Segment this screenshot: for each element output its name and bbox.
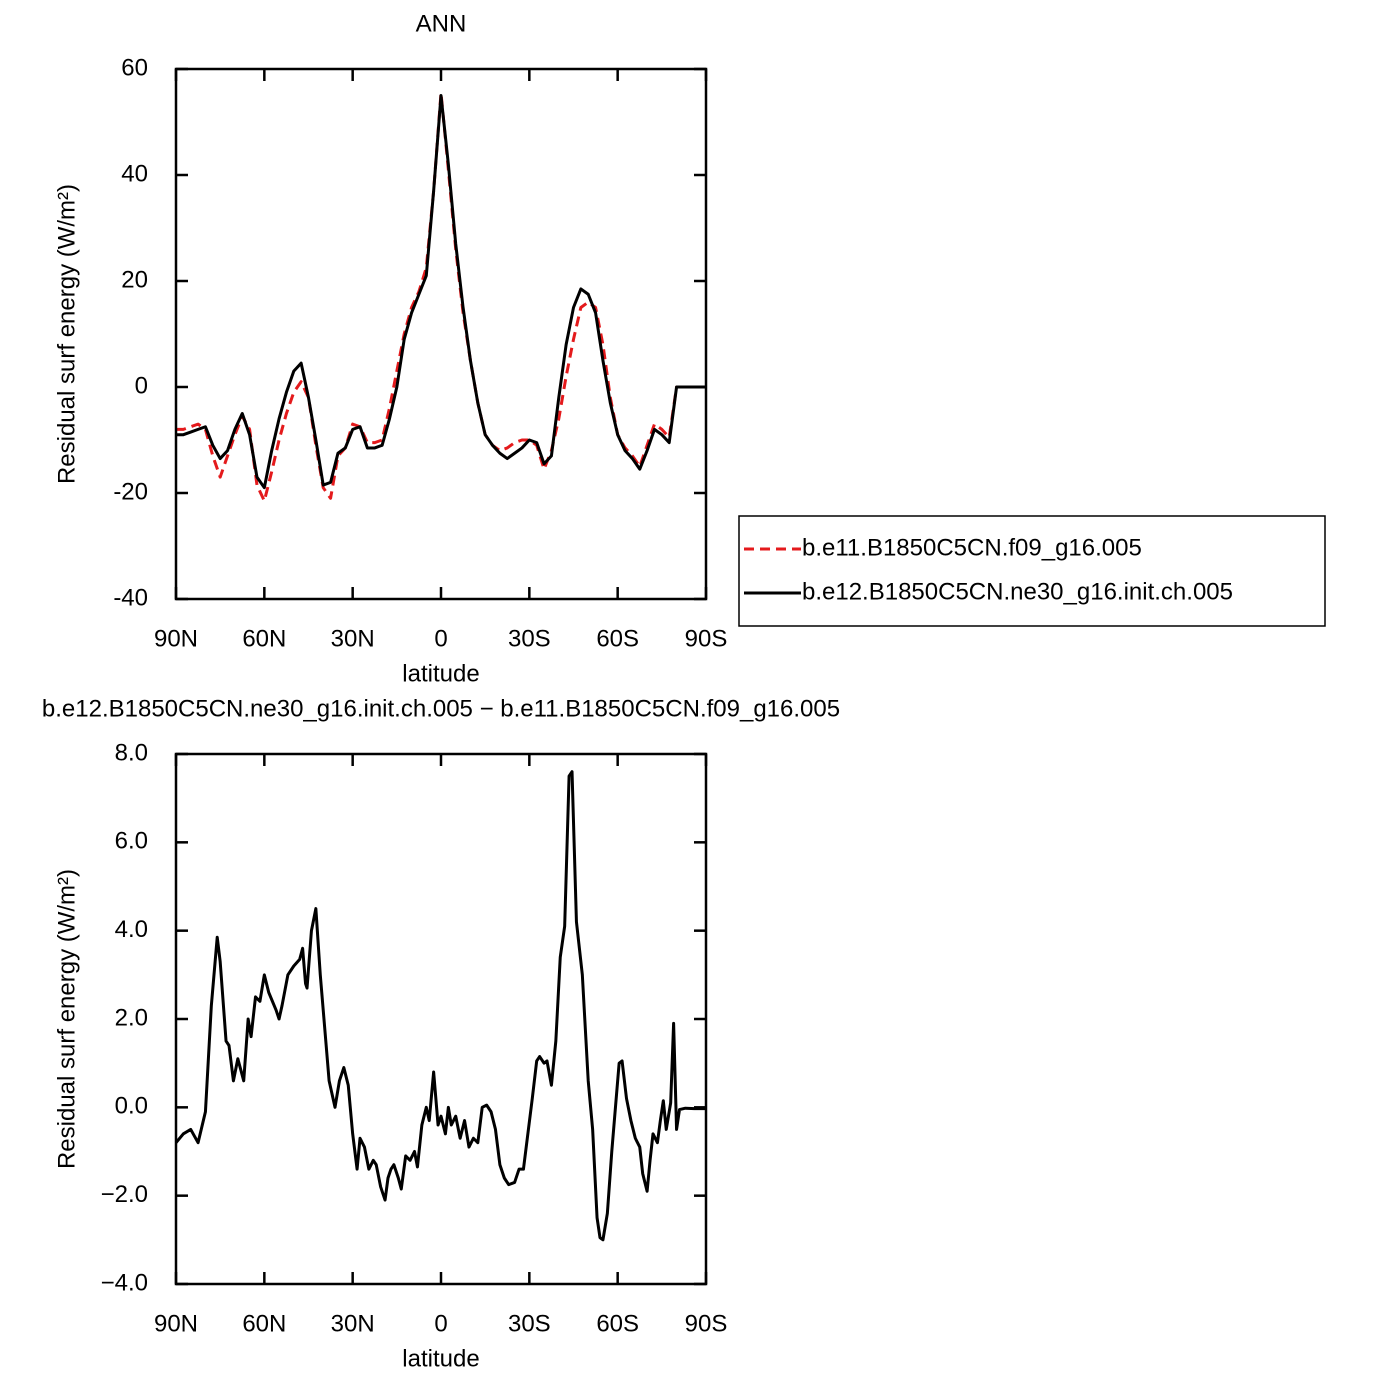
y-tick-label: 40 (121, 160, 148, 187)
legend-label: b.e11.B1850C5CN.f09_g16.005 (802, 534, 1142, 561)
y-axis-label: Residual surf energy (W/m²) (53, 184, 80, 484)
y-tick-label: 8.0 (115, 739, 148, 766)
legend-box (738, 515, 1326, 627)
chart-title: ANN (416, 10, 467, 37)
x-tick-label: 30S (508, 1310, 551, 1337)
x-tick-label: 0 (434, 1310, 447, 1337)
y-tick-label: 2.0 (115, 1004, 148, 1031)
x-tick-label: 60N (242, 625, 286, 652)
y-tick-label: 60 (121, 54, 148, 81)
x-tick-label: 60S (596, 625, 639, 652)
data-line (176, 94, 706, 490)
x-tick-label: 30S (508, 625, 551, 652)
x-tick-label: 90N (154, 1310, 198, 1337)
x-tick-label: 90N (154, 625, 198, 652)
x-tick-label: 90S (685, 625, 728, 652)
data-line (176, 91, 706, 503)
y-tick-label: -40 (113, 584, 148, 611)
x-tick-label: 90S (685, 1310, 728, 1337)
plot-frame (174, 67, 708, 601)
y-axis-label: Residual surf energy (W/m²) (53, 869, 80, 1169)
x-axis-label: latitude (402, 1345, 479, 1372)
y-tick-label: 4.0 (115, 916, 148, 943)
x-axis-label: latitude (402, 660, 479, 687)
x-tick-label: 60S (596, 1310, 639, 1337)
y-tick-label: 20 (121, 266, 148, 293)
y-tick-label: −4.0 (101, 1269, 148, 1296)
plot-frame (174, 752, 708, 1286)
legend-label: b.e12.B1850C5CN.ne30_g16.init.ch.005 (802, 578, 1233, 605)
y-tick-label: 6.0 (115, 828, 148, 855)
y-tick-label: 0.0 (115, 1093, 148, 1120)
x-tick-label: 0 (434, 625, 447, 652)
y-tick-label: -20 (113, 478, 148, 505)
y-tick-label: 0 (135, 372, 148, 399)
x-tick-label: 60N (242, 1310, 286, 1337)
data-line (174, 770, 706, 1242)
x-tick-label: 30N (331, 625, 375, 652)
x-tick-label: 30N (331, 1310, 375, 1337)
y-tick-label: −2.0 (101, 1181, 148, 1208)
chart-title: b.e12.B1850C5CN.ne30_g16.init.ch.005 − b… (42, 695, 840, 722)
